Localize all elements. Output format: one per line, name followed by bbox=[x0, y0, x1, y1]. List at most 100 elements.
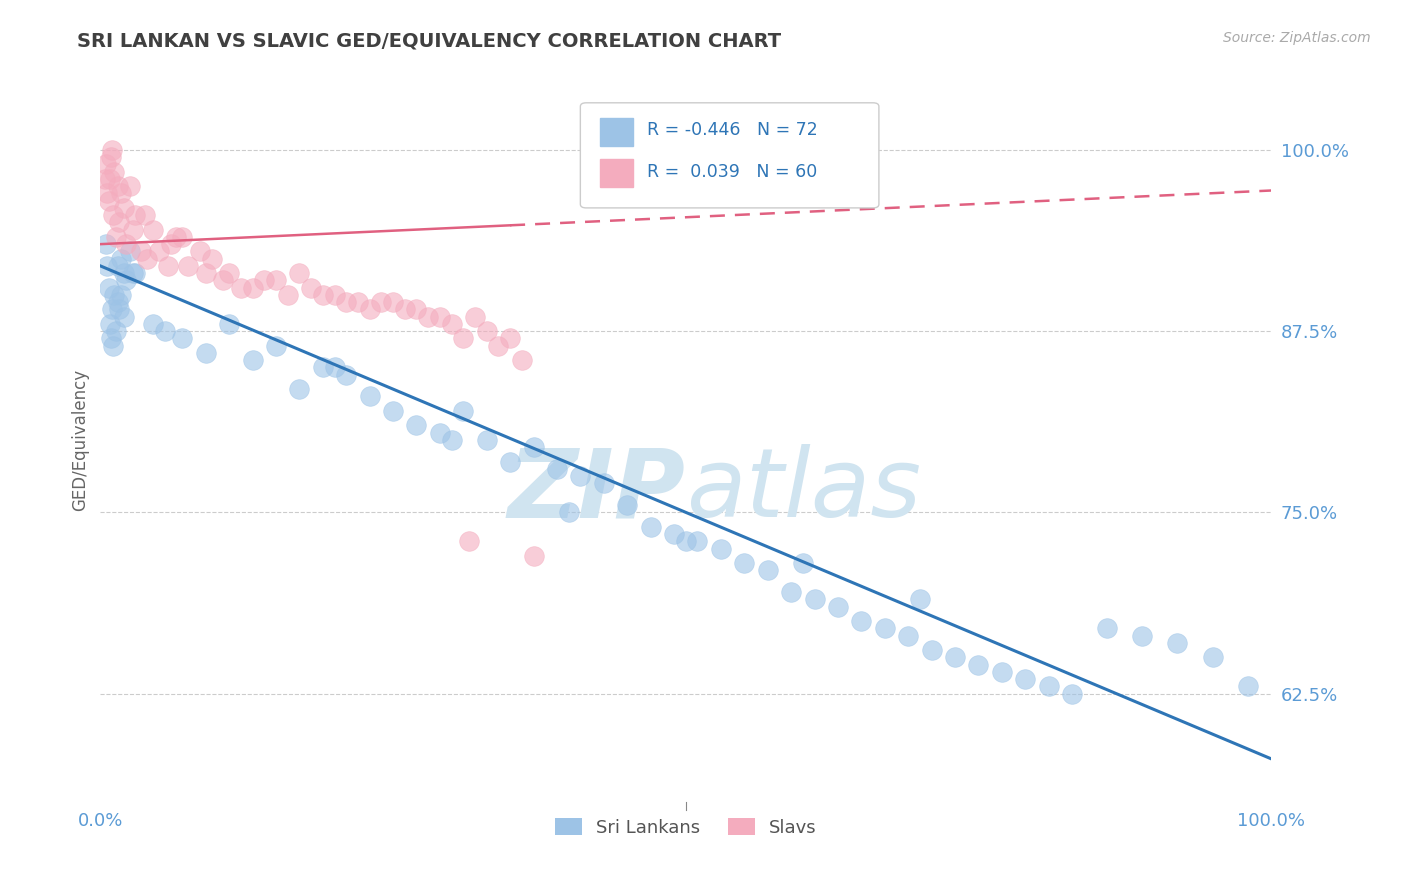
Point bbox=[112, 201, 135, 215]
Point bbox=[827, 599, 849, 614]
Point bbox=[218, 266, 240, 280]
Point bbox=[522, 549, 544, 563]
Point bbox=[312, 360, 335, 375]
Point bbox=[733, 556, 755, 570]
Point bbox=[107, 259, 129, 273]
Point bbox=[756, 563, 779, 577]
Point bbox=[569, 469, 592, 483]
Point bbox=[464, 310, 486, 324]
Point bbox=[103, 288, 125, 302]
Point bbox=[1095, 621, 1118, 635]
Point bbox=[370, 295, 392, 310]
Point bbox=[122, 266, 145, 280]
Point bbox=[212, 273, 235, 287]
Point bbox=[429, 310, 451, 324]
Point bbox=[1130, 629, 1153, 643]
Point bbox=[616, 498, 638, 512]
Point bbox=[118, 179, 141, 194]
FancyBboxPatch shape bbox=[581, 103, 879, 208]
Point bbox=[157, 259, 180, 273]
Point bbox=[188, 244, 211, 259]
Point bbox=[96, 259, 118, 273]
Point bbox=[142, 222, 165, 236]
Point bbox=[101, 302, 124, 317]
Point bbox=[194, 266, 217, 280]
Point bbox=[96, 186, 118, 201]
Point bbox=[288, 382, 311, 396]
Point bbox=[94, 172, 117, 186]
Point bbox=[172, 230, 194, 244]
Point bbox=[475, 433, 498, 447]
Point bbox=[382, 404, 405, 418]
Legend: Sri Lankans, Slavs: Sri Lankans, Slavs bbox=[547, 811, 824, 844]
Point bbox=[264, 273, 287, 287]
Point bbox=[115, 237, 138, 252]
Point bbox=[153, 324, 176, 338]
Point bbox=[148, 244, 170, 259]
Point bbox=[112, 266, 135, 280]
Point bbox=[499, 331, 522, 345]
Point bbox=[453, 404, 475, 418]
Point bbox=[873, 621, 896, 635]
Point bbox=[103, 338, 125, 352]
Point bbox=[253, 273, 276, 287]
Point bbox=[440, 317, 463, 331]
Point bbox=[908, 592, 931, 607]
Point bbox=[440, 433, 463, 447]
Text: R =  0.039   N = 60: R = 0.039 N = 60 bbox=[647, 162, 817, 181]
Point bbox=[394, 302, 416, 317]
Point bbox=[662, 527, 685, 541]
Point bbox=[335, 295, 357, 310]
Point bbox=[499, 454, 522, 468]
Point bbox=[131, 244, 153, 259]
Point bbox=[98, 172, 121, 186]
Point bbox=[242, 353, 264, 368]
Point bbox=[264, 338, 287, 352]
Point bbox=[103, 164, 125, 178]
Point bbox=[359, 302, 381, 317]
Point bbox=[104, 230, 127, 244]
Point bbox=[405, 302, 427, 317]
Point bbox=[335, 368, 357, 382]
Point bbox=[557, 505, 579, 519]
Point bbox=[299, 280, 322, 294]
Point bbox=[323, 360, 346, 375]
Point bbox=[851, 614, 873, 628]
Point bbox=[1236, 679, 1258, 693]
Point bbox=[675, 534, 697, 549]
Point bbox=[110, 186, 132, 201]
Point bbox=[194, 346, 217, 360]
Point bbox=[110, 252, 132, 266]
Point bbox=[288, 266, 311, 280]
Point bbox=[142, 317, 165, 331]
Point bbox=[1166, 636, 1188, 650]
Text: Source: ZipAtlas.com: Source: ZipAtlas.com bbox=[1223, 31, 1371, 45]
Point bbox=[277, 288, 299, 302]
Point bbox=[510, 353, 533, 368]
Point bbox=[453, 331, 475, 345]
Text: R = -0.446   N = 72: R = -0.446 N = 72 bbox=[647, 121, 818, 139]
Point bbox=[429, 425, 451, 440]
Point bbox=[218, 317, 240, 331]
Point bbox=[200, 252, 222, 266]
Point bbox=[110, 288, 132, 302]
Point bbox=[159, 237, 181, 252]
Point bbox=[312, 288, 335, 302]
Point bbox=[967, 657, 990, 672]
Point bbox=[165, 230, 187, 244]
Point bbox=[96, 157, 118, 171]
Point bbox=[108, 302, 131, 317]
Text: ZIP: ZIP bbox=[508, 444, 686, 537]
Point bbox=[347, 295, 370, 310]
Point bbox=[97, 194, 120, 208]
Point bbox=[172, 331, 194, 345]
Text: SRI LANKAN VS SLAVIC GED/EQUIVALENCY CORRELATION CHART: SRI LANKAN VS SLAVIC GED/EQUIVALENCY COR… bbox=[77, 31, 782, 50]
Point bbox=[115, 273, 138, 287]
Point bbox=[177, 259, 200, 273]
Point bbox=[592, 476, 614, 491]
Text: atlas: atlas bbox=[686, 444, 921, 537]
Point bbox=[792, 556, 814, 570]
Point bbox=[943, 650, 966, 665]
Point bbox=[107, 179, 129, 194]
Point bbox=[897, 629, 920, 643]
